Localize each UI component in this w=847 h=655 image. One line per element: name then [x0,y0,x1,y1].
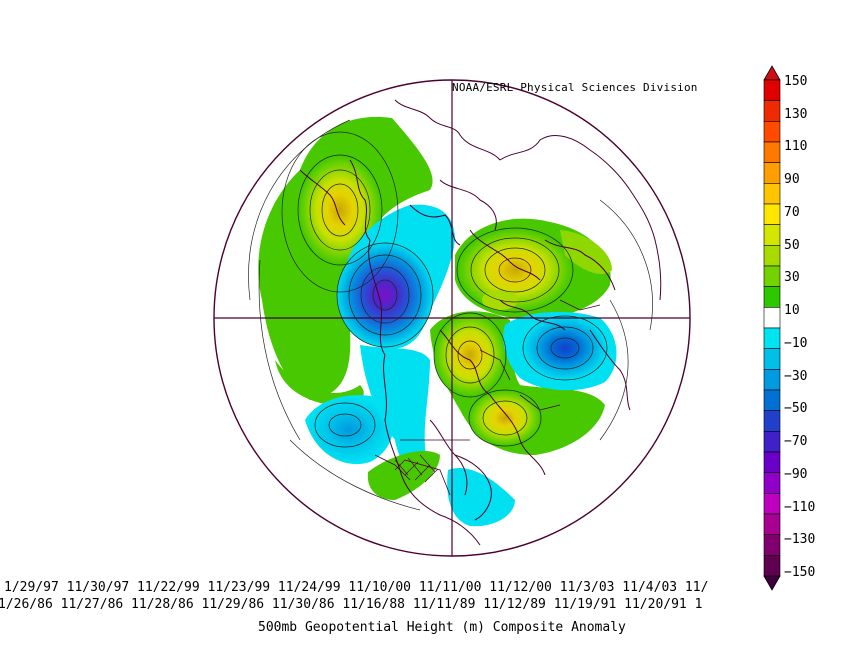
composite-dates-row-2: 1/26/86 11/27/86 11/28/86 11/29/86 11/30… [0,597,703,612]
borders [374,299,601,496]
colorbar-swatch [763,79,781,101]
colorbar-swatch [763,389,781,411]
anomaly-field [248,99,662,546]
colorbar-swatch [763,534,781,556]
colorbar-label: −50 [784,401,808,417]
colorbar-label: −150 [784,565,816,580]
colorbar-swatch [763,286,781,308]
colorbar-label: −30 [784,368,808,384]
colorbar-swatch [763,265,781,287]
colorbar-swatch [763,493,781,515]
coastlines [299,99,662,546]
colorbar-swatch [763,224,781,246]
hatch-region [394,454,439,483]
colorbar-bottom-arrow [763,575,781,591]
colorbar-swatch [763,183,781,205]
colorbar-swatch [763,203,781,225]
colorbar-swatch [763,245,781,267]
composite-dates-row-1: 1/29/97 11/30/97 11/22/99 11/23/99 11/24… [4,580,709,595]
map-title: 500mb Geopotential Height (m) Composite … [258,620,626,635]
colorbar-swatch [763,555,781,577]
colorbar-swatch [763,369,781,391]
colorbar-label: 10 [784,303,800,319]
anomaly-eastern-us-negative [447,468,515,527]
colorbar-label: −90 [784,466,808,482]
colorbar-label: 110 [784,139,808,155]
colorbar-label: 150 [784,74,808,89]
anomaly-western-us-positive [367,451,440,500]
colorbar-swatch [763,472,781,494]
colorbar [763,65,781,591]
colorbar-label: −70 [784,434,808,450]
credit-text: NOAA/ESRL Physical Sciences Division [452,81,698,94]
colorbar-swatch [763,121,781,143]
colorbar-swatch [763,451,781,473]
anomaly-north-pacific-negative [305,395,394,465]
colorbar-swatch [763,348,781,370]
colorbar-top-arrow [763,65,781,81]
colorbar-label: 130 [784,106,808,122]
colorbar-swatch [763,162,781,184]
map-boundary [213,79,691,557]
colorbar-label: 50 [784,237,800,253]
contour-lines [248,119,653,511]
colorbar-swatch [763,513,781,535]
colorbar-swatch [763,141,781,163]
colorbar-swatch [763,431,781,453]
colorbar-label: 30 [784,270,800,286]
alaska-core [298,155,382,265]
colorbar-label: 70 [784,204,800,220]
colorbar-swatch [763,410,781,432]
colorbar-swatch [763,100,781,122]
colorbar-swatch [763,307,781,329]
colorbar-label: 90 [784,172,800,188]
colorbar-label: −110 [784,499,816,515]
colorbar-label: −130 [784,532,816,548]
colorbar-label: −10 [784,335,808,351]
colorbar-swatch [763,327,781,349]
